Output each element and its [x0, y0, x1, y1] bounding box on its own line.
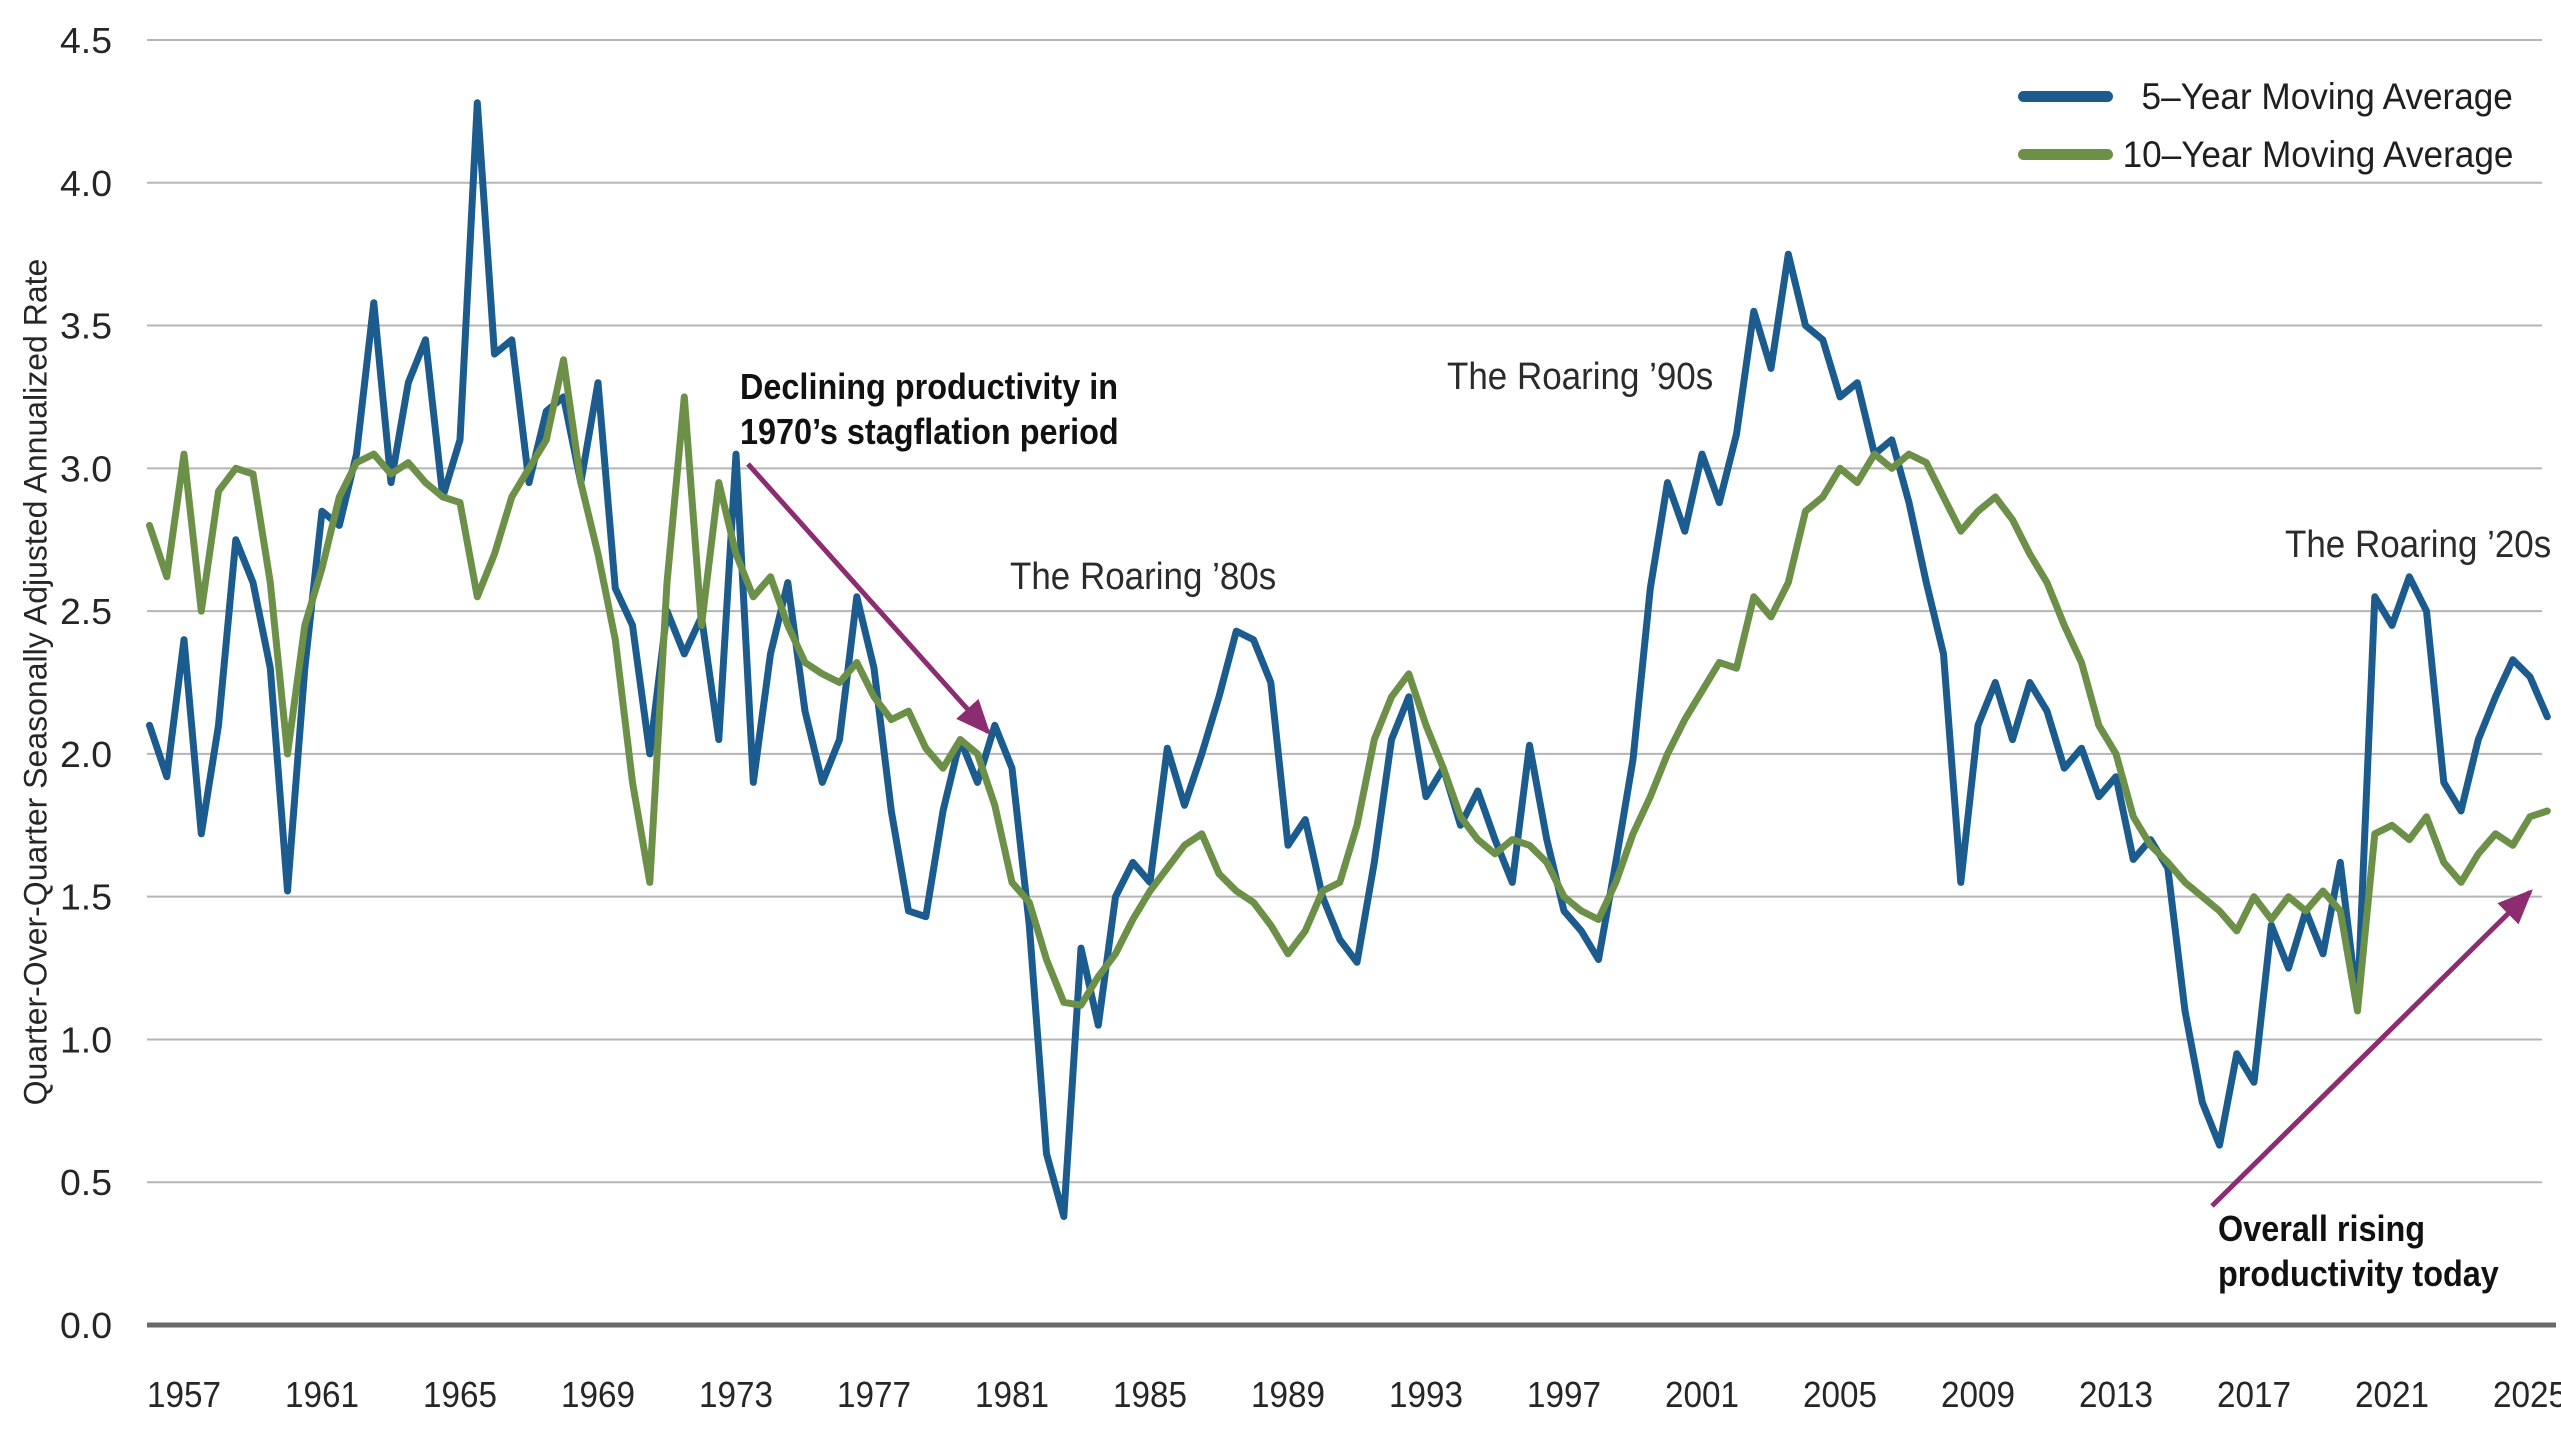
- y-tick-label-4.5: 4.5: [60, 20, 112, 61]
- arrow-declining-productivity: [746, 462, 991, 735]
- tick-labels: 0.0 0.5 1.0 1.5 2.0 2.5 3.0 3.5 4.0 4.5 1957 1961 19…: [60, 20, 2561, 1415]
- x-tick-label-2001: 2001: [1665, 1374, 1739, 1415]
- legend-swatch-10yr: [2018, 149, 2113, 160]
- x-tick-label-2005: 2005: [1803, 1374, 1877, 1415]
- x-tick-label-1969: 1969: [561, 1374, 635, 1415]
- annotation-stagflation-line2: 1970’s stagflation period: [740, 411, 1119, 452]
- data-series-lines: [146, 99, 2551, 1220]
- x-tick-label-2009: 2009: [1941, 1374, 2015, 1415]
- y-axis-title: Quarter-Over-Quarter Seasonally Adjusted…: [17, 258, 54, 1106]
- x-tick-label-1973: 1973: [699, 1374, 773, 1415]
- annotation-roaring-80s: The Roaring ’80s: [1010, 556, 1277, 598]
- annotation-stagflation-line1: Declining productivity in: [740, 366, 1119, 407]
- x-tick-label-1989: 1989: [1251, 1374, 1325, 1415]
- x-tick-label-1993: 1993: [1389, 1374, 1463, 1415]
- y-tick-label-1.0: 1.0: [60, 1019, 112, 1060]
- y-tick-label-4.0: 4.0: [60, 163, 112, 204]
- annotation-rising-productivity: Overall rising productivity today: [2218, 1206, 2499, 1296]
- x-tick-label-1961: 1961: [285, 1374, 359, 1415]
- x-tick-label-1957: 1957: [147, 1374, 221, 1415]
- y-tick-label-2.0: 2.0: [60, 734, 112, 775]
- line-10yr-moving-average: [146, 356, 2551, 1015]
- x-tick-label-1981: 1981: [975, 1374, 1049, 1415]
- x-tick-label-1985: 1985: [1113, 1374, 1187, 1415]
- x-tick-label-2025: 2025: [2493, 1374, 2561, 1415]
- legend-label-10yr: 10–Year Moving Average: [2122, 134, 2513, 175]
- annotation-roaring-20s: The Roaring ’20s: [2285, 524, 2552, 566]
- x-tick-label-1965: 1965: [423, 1374, 497, 1415]
- annotation-roaring-90s: The Roaring ’90s: [1447, 356, 1714, 398]
- x-tick-label-1997: 1997: [1527, 1374, 1601, 1415]
- y-tick-label-3.5: 3.5: [60, 306, 112, 347]
- y-tick-label-1.5: 1.5: [60, 877, 112, 918]
- annotation-rising-line1: Overall rising: [2218, 1208, 2426, 1249]
- x-tick-label-2013: 2013: [2079, 1374, 2153, 1415]
- legend-swatch-5yr: [2018, 91, 2113, 102]
- y-tick-label-3.0: 3.0: [60, 448, 112, 489]
- legend-label-5yr: 5–Year Moving Average: [2141, 76, 2513, 117]
- y-tick-label-2.5: 2.5: [60, 591, 112, 632]
- line-5yr-moving-average: [146, 99, 2551, 1220]
- arrow-rising-productivity: [2210, 889, 2533, 1208]
- annotation-rising-line2: productivity today: [2218, 1253, 2499, 1294]
- annotation-arrows: [746, 462, 2533, 1208]
- y-tick-label-0.5: 0.5: [60, 1162, 112, 1203]
- y-tick-label-0.0: 0.0: [60, 1305, 112, 1346]
- x-tick-label-1977: 1977: [837, 1374, 911, 1415]
- annotation-stagflation: Declining productivity in 1970’s stagfla…: [740, 364, 1119, 454]
- x-tick-label-2017: 2017: [2217, 1374, 2291, 1415]
- x-tick-label-2021: 2021: [2355, 1374, 2429, 1415]
- gridlines: [147, 39, 2556, 1328]
